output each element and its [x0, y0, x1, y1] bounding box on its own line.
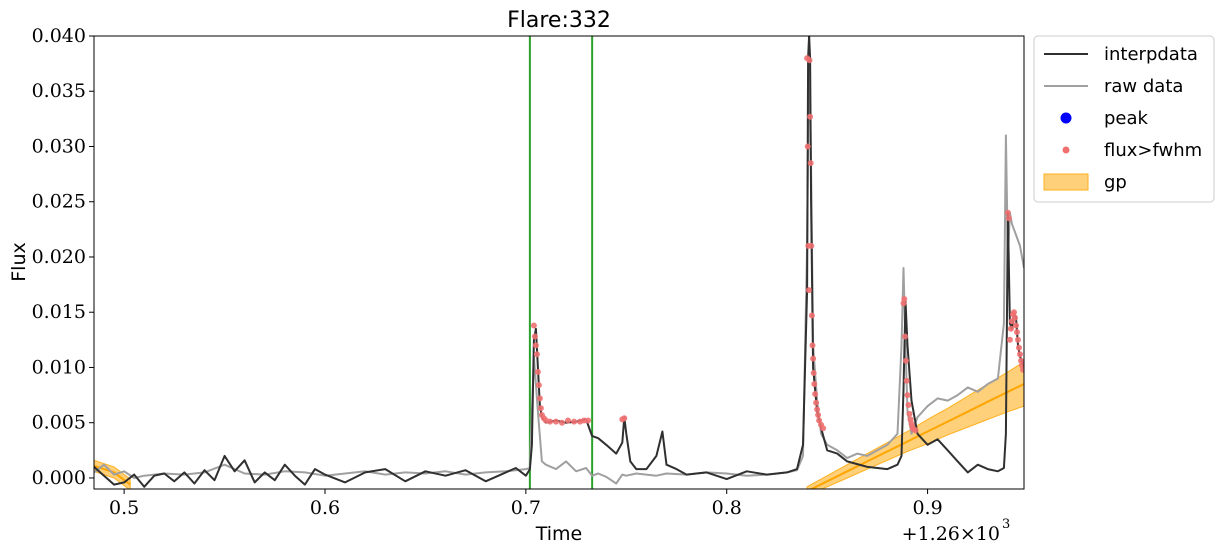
fwhm-point — [902, 333, 909, 340]
fwhm-point — [1018, 357, 1024, 364]
fwhm-point — [537, 405, 544, 412]
legend-swatch-3 — [1062, 146, 1070, 154]
y-tick-label: 0.035 — [32, 80, 86, 102]
fwhm-point — [553, 418, 559, 425]
plot-frame — [93, 35, 1025, 490]
fwhm-point — [565, 417, 571, 424]
legend-swatch-2 — [1060, 112, 1072, 124]
fwhm-point — [532, 342, 539, 349]
fwhm-point — [621, 415, 628, 422]
y-tick-label: 0.000 — [32, 467, 86, 489]
legend-label-1: raw data — [1104, 76, 1183, 97]
legend-label-2: peak — [1104, 108, 1149, 129]
fwhm-point — [1020, 366, 1024, 373]
fwhm-point — [547, 418, 553, 425]
fwhm-point — [814, 406, 821, 413]
fwhm-point — [1017, 351, 1023, 358]
y-tick-label: 0.015 — [32, 301, 86, 323]
gp-band-0 — [94, 459, 131, 489]
legend-label-4: gp — [1104, 172, 1127, 193]
fwhm-point — [813, 399, 820, 406]
legend-label-0: interpdata — [1104, 44, 1198, 65]
fwhm-point — [1007, 325, 1014, 332]
fwhm-point — [902, 357, 909, 364]
fwhm-point — [530, 322, 537, 329]
y-tick-label: 0.010 — [32, 356, 86, 378]
fwhm-points-layer — [530, 55, 1024, 434]
fwhm-point — [1005, 215, 1012, 222]
fwhm-point — [811, 381, 818, 387]
fwhm-point — [571, 418, 578, 425]
fwhm-point — [903, 377, 910, 384]
y-axis-ticks: 0.000 0.005 0.010 0.015 0.020 0.025 0.030 0.035… — [32, 25, 94, 489]
fwhm-point — [810, 355, 817, 362]
y-tick-label: 0.020 — [32, 246, 86, 268]
interpdata-line — [94, 36, 1024, 488]
fwhm-point — [1015, 336, 1021, 343]
fwhm-point — [901, 296, 908, 302]
fwhm-point — [820, 425, 827, 432]
fwhm-point — [534, 368, 541, 375]
legend-swatch-4 — [1043, 173, 1089, 191]
fwhm-point — [912, 427, 919, 434]
fwhm-point — [1013, 322, 1019, 329]
fwhm-point — [806, 57, 813, 64]
fwhm-point — [809, 342, 816, 349]
fwhm-point — [807, 113, 814, 120]
x-tick-label: 0.6 — [310, 497, 340, 519]
y-tick-label: 0.005 — [32, 412, 86, 434]
fwhm-point — [1004, 209, 1011, 216]
fwhm-point — [805, 287, 812, 294]
chart-title: Flare:332 — [507, 8, 611, 33]
fwhm-point — [535, 382, 542, 389]
raw-data-line — [94, 36, 1024, 485]
x-axis-label: Time — [535, 523, 583, 545]
gp-band-1 — [806, 361, 1024, 489]
fwhm-point — [804, 143, 811, 150]
fwhm-point — [808, 242, 815, 249]
x-tick-label: 0.9 — [912, 497, 942, 519]
fwhm-point — [810, 370, 817, 376]
fwhm-point — [559, 419, 565, 426]
fwhm-point — [1006, 336, 1013, 343]
x-offset-label: +1.26×10 3 — [902, 517, 1011, 545]
y-axis-label: Flux — [8, 242, 30, 282]
gp-layer — [94, 361, 1024, 489]
fwhm-point — [807, 160, 814, 167]
plot-area — [94, 36, 1024, 489]
fwhm-point — [904, 392, 911, 399]
legend-label-3: flux>fwhm — [1104, 140, 1202, 161]
raw-data-layer — [94, 36, 1024, 485]
fwhm-point — [906, 410, 913, 417]
x-offset-exponent: 3 — [1002, 517, 1010, 532]
legend-frame — [1033, 35, 1215, 203]
fwhm-point — [533, 351, 540, 358]
fwhm-point — [1014, 329, 1020, 336]
x-axis-ticks: 0.5 0.6 0.7 0.8 0.9 — [109, 489, 943, 519]
interpdata-layer — [94, 36, 1024, 488]
fwhm-point — [1011, 309, 1017, 316]
fwhm-point — [905, 402, 912, 408]
fwhm-point — [1016, 344, 1022, 351]
x-tick-label: 0.7 — [511, 497, 541, 519]
y-tick-label: 0.030 — [32, 135, 86, 157]
fwhm-point — [808, 312, 815, 319]
x-tick-label: 0.8 — [712, 497, 742, 519]
window-lines — [528, 36, 594, 489]
fwhm-point — [812, 391, 819, 397]
fwhm-point — [531, 333, 538, 340]
gp-mean-line-1 — [809, 383, 1024, 489]
fwhm-point — [815, 412, 822, 418]
y-tick-label: 0.040 — [32, 25, 86, 47]
fwhm-point — [536, 395, 543, 402]
x-offset-base: +1.26×10 — [902, 523, 1000, 545]
legend: interpdata raw data peak flux>fwhm gp — [1033, 35, 1215, 203]
fwhm-point — [1012, 314, 1018, 321]
x-tick-label: 0.5 — [109, 497, 139, 519]
fwhm-point — [585, 417, 592, 424]
y-tick-label: 0.025 — [32, 191, 86, 213]
